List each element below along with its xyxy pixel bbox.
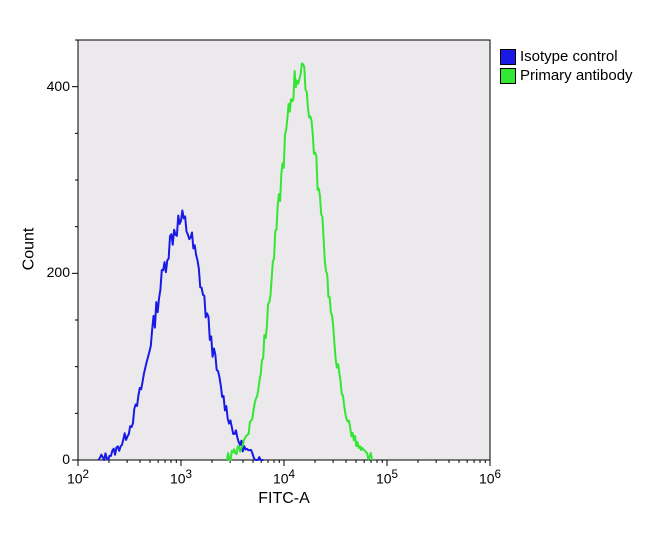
y-tick-label: 400 <box>32 78 70 94</box>
x-axis-label: FITC-A <box>244 490 324 508</box>
y-tick-label: 200 <box>32 264 70 280</box>
legend-swatch-1 <box>500 68 516 84</box>
legend: Isotype control Primary antibody <box>500 48 633 86</box>
y-tick-label: 0 <box>32 451 70 467</box>
x-tick-label: 104 <box>264 468 304 487</box>
x-tick-label: 106 <box>470 468 510 487</box>
legend-item: Primary antibody <box>500 67 633 84</box>
x-tick-label: 103 <box>161 468 201 487</box>
legend-label-1: Primary antibody <box>520 67 633 84</box>
legend-item: Isotype control <box>500 48 633 65</box>
flow-cytometry-chart: Count FITC-A Isotype control Primary ant… <box>0 0 650 533</box>
x-tick-label: 102 <box>58 468 98 487</box>
legend-label-0: Isotype control <box>520 48 618 65</box>
x-tick-label: 105 <box>367 468 407 487</box>
legend-swatch-0 <box>500 49 516 65</box>
